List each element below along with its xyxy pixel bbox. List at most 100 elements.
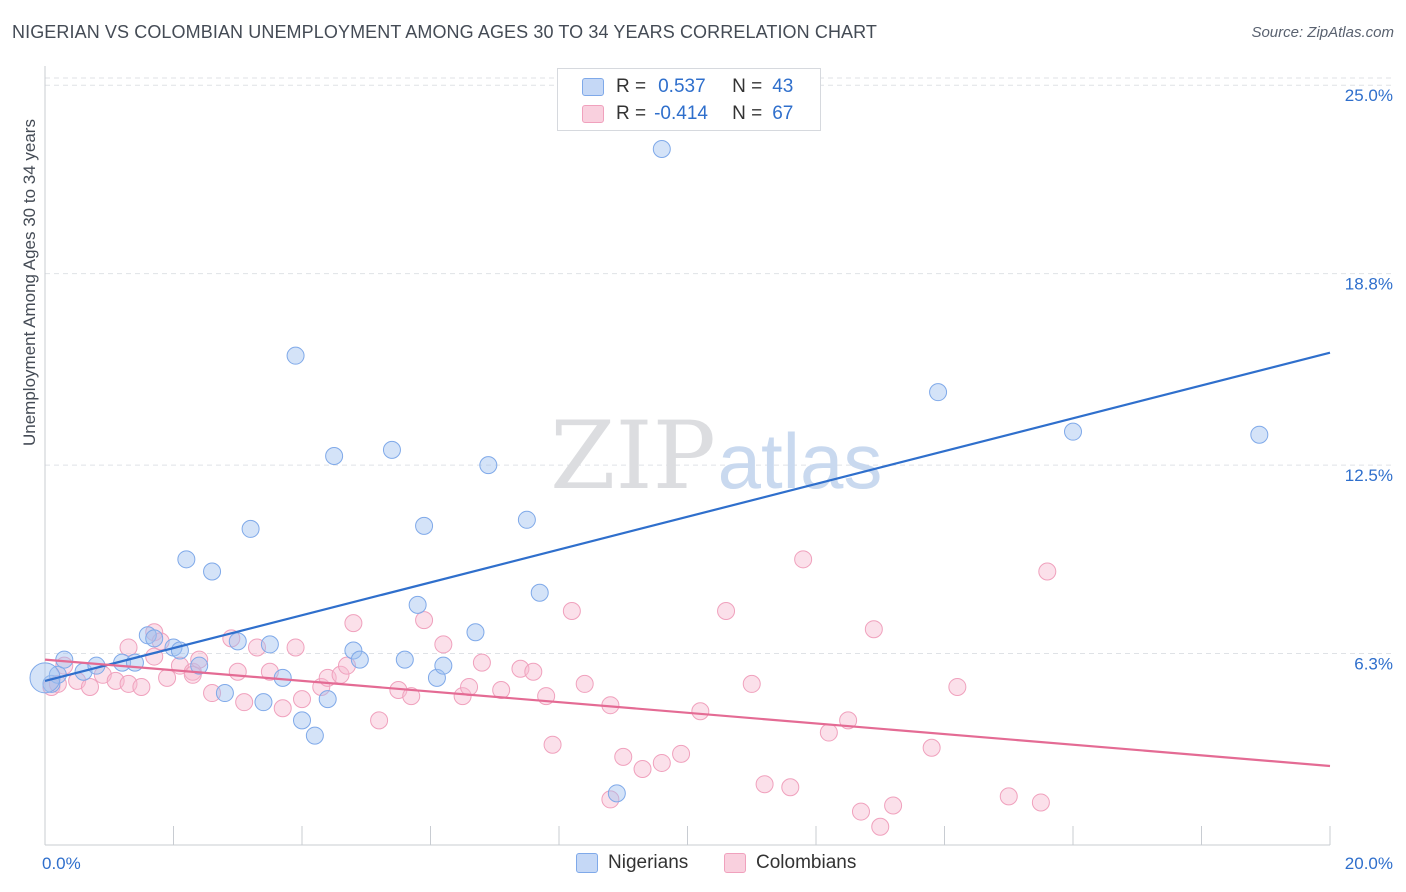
colombian-point: [884, 796, 903, 815]
y-tick-label: 6.3%: [1354, 655, 1393, 674]
colombian-point: [472, 653, 491, 672]
nigerian-point: [177, 550, 196, 569]
colombian-point: [922, 738, 941, 757]
nigerian-point: [344, 641, 363, 660]
nigerians-swatch: [576, 853, 598, 873]
nigerian-point: [434, 656, 453, 675]
nigerian-point: [607, 784, 626, 803]
nigerian-point: [395, 650, 414, 669]
colombian-point: [80, 677, 99, 696]
colombian-point: [286, 638, 305, 657]
colombian-point: [575, 674, 594, 693]
series-legend-colombians[interactable]: Colombians: [724, 852, 856, 874]
watermark-atlas: atlas: [718, 417, 883, 505]
colombian-point: [672, 744, 691, 763]
legend-n-label: N =: [732, 103, 763, 124]
nigerian-point: [415, 516, 434, 535]
nigerian-point: [1250, 425, 1269, 444]
colombian-point: [819, 723, 838, 742]
nigerian-point: [228, 632, 247, 651]
nigerian-point: [1064, 422, 1082, 441]
colombian-point: [119, 638, 138, 657]
colombian-point: [755, 775, 774, 794]
nigerians-label: Nigerians: [608, 852, 689, 873]
colombian-point: [293, 690, 311, 709]
nigerian-point: [350, 650, 369, 669]
nigerian-point: [305, 726, 324, 745]
colombian-point: [864, 620, 883, 639]
x-tick-label: 0.0%: [42, 854, 81, 873]
colombian-point: [562, 601, 581, 620]
legend-r-label: R =: [616, 76, 647, 97]
legend-n-value: 67: [772, 103, 794, 124]
series-legend: Nigerians Colombians: [0, 852, 1406, 878]
colombian-point: [691, 702, 710, 721]
colombian-point: [781, 778, 800, 797]
legend-row-nigerians: R = 0.537 N = 43: [558, 74, 793, 100]
colombian-point: [742, 674, 761, 693]
legend-swatch-nigerians: [582, 78, 604, 96]
colombian-point: [344, 614, 363, 633]
colombian-point: [633, 760, 652, 779]
nigerian-point: [929, 383, 948, 402]
legend-n-label: N =: [732, 76, 763, 97]
colombian-point: [453, 687, 472, 706]
nigerians-points: [29, 140, 1269, 803]
colombian-point: [524, 662, 543, 681]
legend-swatch-colombians: [582, 105, 604, 123]
nigerian-point: [254, 693, 273, 712]
colombians-swatch: [724, 853, 746, 873]
colombian-point: [652, 753, 671, 772]
colombians-trend-line: [44, 658, 1331, 768]
colombian-point: [370, 711, 389, 730]
watermark: ZIP atlas: [550, 402, 882, 511]
nigerian-point: [260, 635, 279, 654]
nigerians-trend-line: [44, 351, 1331, 682]
colombian-point: [948, 677, 967, 696]
colombian-point: [1038, 562, 1057, 581]
colombian-point: [794, 550, 813, 569]
x-tick-label: 20.0%: [1345, 854, 1393, 873]
nigerian-point: [466, 623, 485, 642]
colombian-point: [492, 681, 511, 699]
nigerian-point: [203, 562, 222, 581]
y-tick-label: 12.5%: [1345, 466, 1393, 485]
legend-r-label: R =: [616, 103, 647, 124]
nigerian-point: [652, 140, 671, 159]
colombian-point: [871, 817, 890, 836]
colombian-point: [273, 699, 292, 718]
nigerian-point: [517, 510, 536, 529]
colombian-point: [203, 684, 222, 703]
grid-lines: [45, 77, 1392, 655]
colombian-point: [614, 747, 633, 766]
colombian-point: [132, 677, 151, 696]
nigerian-point: [215, 684, 234, 703]
colombian-point: [717, 601, 736, 620]
legend-n-value: 43: [772, 76, 794, 97]
nigerian-point: [530, 583, 549, 602]
series-legend-nigerians[interactable]: Nigerians: [576, 852, 688, 874]
colombian-point: [543, 735, 562, 754]
nigerian-point: [408, 595, 427, 614]
colombian-point: [228, 662, 247, 681]
y-axis-label: Unemployment Among Ages 30 to 34 years: [20, 119, 39, 446]
watermark-zip: ZIP: [550, 402, 716, 511]
colombian-point: [415, 611, 434, 630]
nigerian-point: [241, 519, 260, 538]
y-tick-label: 25.0%: [1345, 86, 1393, 105]
colombian-point: [190, 650, 209, 669]
legend-row-colombians: R = -0.414 N = 67: [558, 101, 793, 127]
nigerian-point: [190, 656, 209, 675]
colombians-label: Colombians: [756, 852, 857, 873]
colombian-point: [460, 677, 479, 696]
nigerian-point: [286, 346, 305, 365]
legend-r-value: 0.537: [658, 76, 706, 97]
colombian-point: [402, 687, 421, 706]
nigerian-point: [382, 440, 401, 459]
nigerian-point: [325, 446, 344, 465]
trend-lines: [44, 351, 1331, 768]
colombian-point: [999, 787, 1018, 806]
tick-labels: 6.3% 12.5% 18.8% 25.0% 0.0% 20.0%: [42, 86, 1393, 873]
source-credit: Source: ZipAtlas.com: [1251, 24, 1394, 41]
